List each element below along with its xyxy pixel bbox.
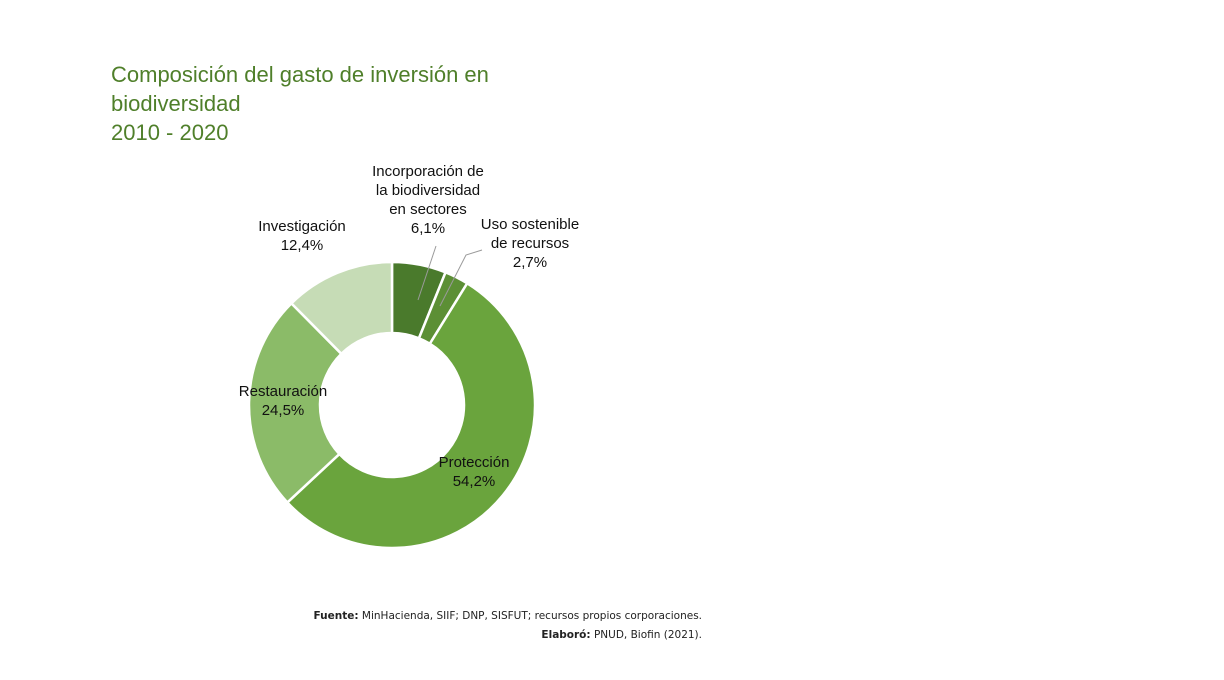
leader-line-incorporacion	[417, 245, 437, 301]
slice-label-uso-line-1: Uso sostenible	[481, 216, 579, 233]
chart-title-line-3: 2010 - 2020	[111, 120, 229, 145]
slice-label-incorporacion: Incorporación de la biodiversidad en secto…	[372, 163, 484, 237]
source-note: Fuente: MinHacienda, SIIF; DNP, SISFUT; …	[314, 610, 702, 622]
slice-label-incorporacion-line-4: 6,1%	[411, 220, 445, 237]
credit-note: Elaboró: PNUD, Biofin (2021).	[541, 629, 702, 641]
donut-slice-restauracion	[247, 301, 344, 505]
slice-label-uso-line-3: 2,7%	[513, 254, 547, 271]
credit-text: PNUD, Biofin (2021).	[593, 629, 702, 641]
slice-label-proteccion-line-2: 54,2%	[453, 473, 496, 490]
chart-title-line-2: biodiversidad	[111, 91, 241, 116]
slice-label-investigacion-line-2: 12,4%	[281, 237, 324, 254]
slice-label-proteccion: Protección 54,2%	[439, 454, 510, 490]
slice-label-restauracion: Restauración 24,5%	[239, 383, 327, 419]
leader-line-uso	[439, 249, 483, 307]
slice-label-restauracion-line-1: Restauración	[239, 383, 327, 400]
source-text: MinHacienda, SIIF; DNP, SISFUT; recursos…	[361, 610, 702, 622]
slice-label-incorporacion-line-3: en sectores	[389, 201, 467, 218]
donut-slice-investigacion	[289, 260, 394, 356]
slice-label-uso-line-2: de recursos	[491, 235, 569, 252]
chart-title: Composición del gasto de inversión en bi…	[111, 60, 631, 147]
slice-label-proteccion-line-1: Protección	[439, 454, 510, 471]
slice-label-uso: Uso sostenible de recursos 2,7%	[481, 216, 579, 271]
credit-label: Elaboró:	[541, 629, 591, 641]
slice-label-incorporacion-line-1: Incorporación de	[372, 163, 484, 180]
chart-title-line-1: Composición del gasto de inversión en	[111, 62, 489, 87]
donut-slice-proteccion	[285, 281, 537, 550]
slice-label-investigacion-line-1: Investigación	[258, 218, 346, 235]
slice-label-incorporacion-line-2: la biodiversidad	[376, 182, 480, 199]
source-label: Fuente:	[313, 610, 359, 622]
slice-label-investigacion: Investigación 12,4%	[258, 218, 346, 254]
slice-label-restauracion-line-2: 24,5%	[262, 402, 305, 419]
